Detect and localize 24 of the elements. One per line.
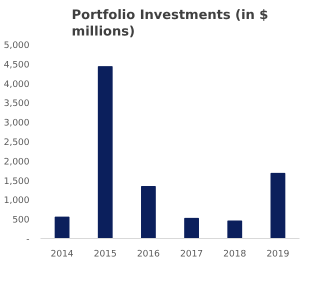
y-tick-label: 3,000 [4, 118, 30, 129]
x-tick-label: 2018 [223, 250, 246, 260]
x-tick-label: 2016 [136, 250, 160, 260]
x-tick-label: 2015 [94, 250, 117, 260]
bar [227, 220, 242, 238]
y-tick-label: 3,500 [4, 99, 30, 110]
x-tick-label: 2017 [180, 250, 204, 260]
y-tick-label: - [26, 235, 30, 245]
bar [98, 66, 113, 238]
bar [270, 172, 286, 238]
y-tick-label: 5,000 [4, 41, 30, 51]
y-tick-label: 4,000 [4, 80, 30, 90]
bar [184, 218, 199, 238]
bar [54, 216, 70, 238]
x-tick-label: 2014 [50, 250, 74, 260]
y-tick-label: 2,000 [4, 157, 30, 168]
bar [141, 186, 156, 238]
y-tick-label: 4,500 [4, 60, 30, 70]
x-tick-label: 2019 [266, 250, 290, 260]
chart-title: Portfolio Investments (in $ millions) [72, 8, 268, 40]
y-tick-label: 1,000 [4, 196, 30, 206]
y-tick-label: 2,500 [4, 138, 30, 148]
y-tick-label: 1,500 [4, 176, 30, 187]
y-tick-label: 500 [12, 216, 30, 226]
